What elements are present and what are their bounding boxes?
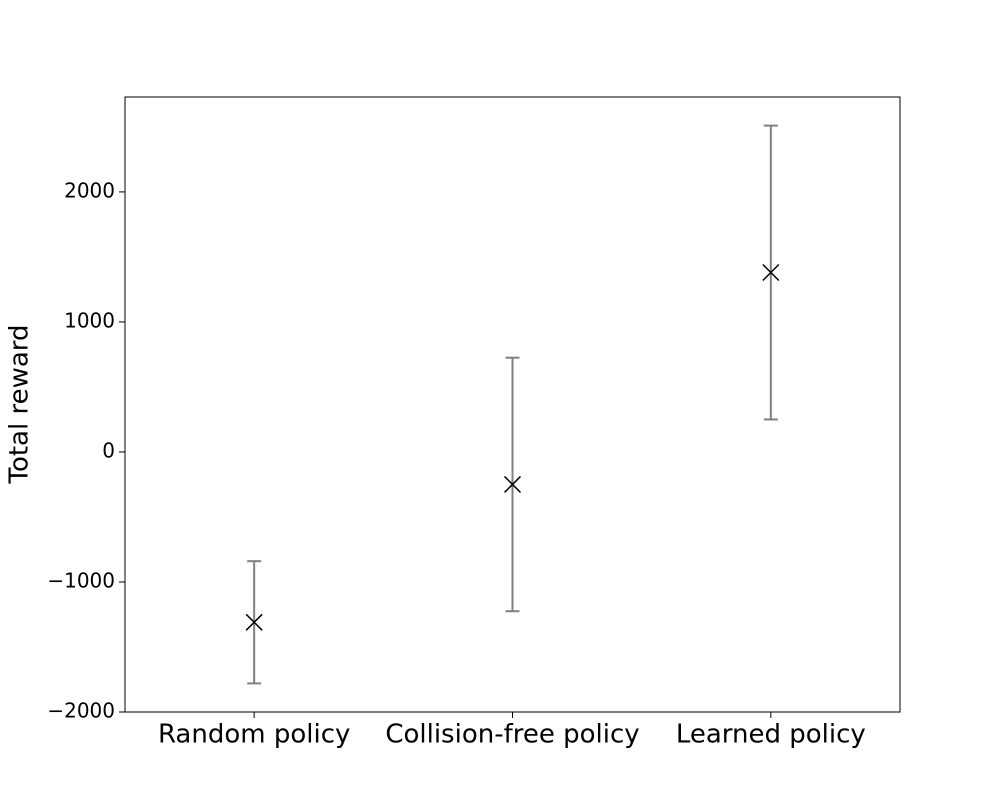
x-tick-label: Learned policy [676,720,866,750]
point-marker [762,263,780,282]
y-tick-label: −2000 [47,699,115,723]
y-tick-label: 0 [102,438,115,462]
y-tick-label: −1000 [47,568,115,592]
y-tick-label: 2000 [64,178,115,202]
y-axis-label: Total reward [5,324,35,484]
x-tick-label: Random policy [158,720,350,750]
x-tick-label: Collision-free policy [385,720,639,750]
point-marker [503,475,522,493]
y-tick-label: 1000 [64,308,115,332]
point-marker [245,613,263,631]
